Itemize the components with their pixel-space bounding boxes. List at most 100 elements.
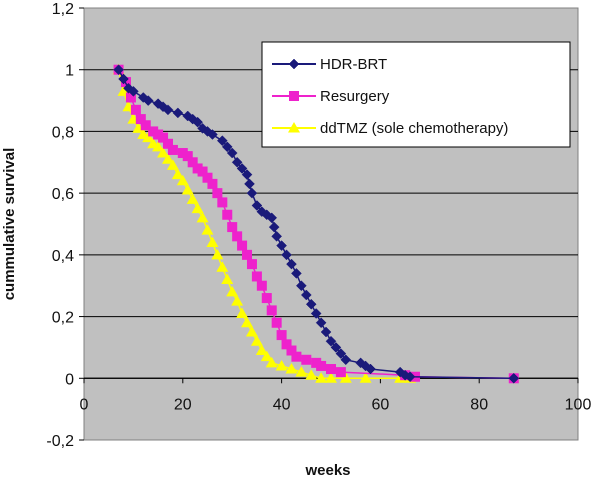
- data-point: [171, 168, 184, 180]
- data-point: [241, 169, 253, 180]
- data-point: [142, 95, 154, 106]
- data-point: [301, 354, 312, 365]
- data-point: [246, 259, 257, 270]
- data-point: [276, 330, 287, 341]
- data-point: [251, 200, 263, 211]
- data-point: [300, 289, 312, 301]
- x-tick-labels: 0 20 40 60 80 100: [80, 396, 592, 413]
- data-point: [340, 354, 352, 366]
- data-point: [236, 163, 248, 174]
- data-point: [158, 132, 169, 143]
- data-point: [276, 240, 287, 251]
- data-point: [325, 335, 337, 347]
- data-point: [211, 248, 224, 260]
- data-point: [256, 280, 267, 291]
- data-point: [305, 369, 318, 380]
- data-point: [152, 140, 165, 152]
- data-point: [162, 104, 174, 116]
- data-point: [315, 372, 328, 383]
- data-point: [251, 271, 262, 282]
- data-point: [227, 222, 238, 233]
- x-tick-label: 60: [372, 396, 390, 413]
- data-point: [271, 230, 283, 242]
- data-point: [135, 114, 146, 125]
- data-point: [187, 157, 198, 168]
- data-point: [232, 231, 243, 242]
- data-point: [161, 153, 174, 164]
- data-point: [330, 342, 342, 353]
- data-point: [118, 73, 129, 85]
- data-point: [231, 295, 244, 306]
- data-point: [128, 85, 139, 97]
- data-point: [241, 316, 254, 328]
- x-tick-label: 100: [565, 396, 592, 413]
- data-point: [260, 350, 273, 362]
- data-point: [261, 293, 272, 304]
- data-point: [182, 151, 193, 162]
- data-point: [335, 367, 346, 378]
- data-point: [212, 188, 223, 199]
- data-point: [216, 261, 229, 272]
- data-point: [296, 280, 307, 292]
- data-point: [291, 351, 302, 362]
- data-point: [201, 224, 214, 235]
- data-point: [167, 144, 178, 155]
- data-point: [186, 193, 199, 204]
- legend-label: Resurgery: [320, 88, 390, 105]
- data-point: [275, 359, 288, 371]
- data-point: [359, 372, 372, 383]
- y-tick-label: 0: [65, 371, 74, 388]
- data-point: [315, 317, 327, 329]
- data-point: [326, 364, 336, 375]
- y-tick-label: 0,6: [52, 186, 74, 203]
- legend-marker: [289, 91, 299, 101]
- data-point: [140, 120, 151, 131]
- data-point: [217, 197, 228, 208]
- series-group: [112, 63, 520, 384]
- data-point: [365, 363, 376, 375]
- legend-label: ddTMZ (sole chemotherapy): [320, 120, 508, 137]
- data-point: [172, 107, 184, 119]
- x-axis-title: weeks: [304, 462, 350, 479]
- data-point: [266, 212, 278, 224]
- x-tick-label: 80: [470, 396, 488, 413]
- data-point: [142, 131, 155, 143]
- data-point: [197, 166, 208, 177]
- data-point: [196, 211, 209, 223]
- series-hdr-brt: [113, 64, 520, 384]
- data-point: [286, 258, 297, 270]
- data-point: [250, 335, 263, 346]
- data-point: [207, 129, 218, 140]
- data-point: [242, 249, 253, 260]
- legend-marker: [288, 58, 300, 70]
- data-point: [226, 285, 239, 297]
- data-point: [265, 356, 278, 368]
- data-point: [268, 221, 280, 233]
- data-point: [246, 187, 258, 199]
- y-tick-label: 0,2: [52, 310, 74, 327]
- data-point: [339, 372, 352, 383]
- data-point: [316, 360, 327, 371]
- data-point: [113, 64, 124, 76]
- data-point: [244, 178, 255, 190]
- data-point: [295, 366, 308, 377]
- x-tick-label: 40: [273, 396, 291, 413]
- y-tick-labels: -0,2 0 0,2 0,4 0,6 0,8 1 1,2: [46, 1, 74, 450]
- data-point: [266, 305, 277, 316]
- data-point: [125, 92, 136, 103]
- y-axis-title: cummulative survival: [1, 148, 18, 301]
- data-point: [202, 172, 213, 183]
- data-point: [325, 372, 337, 383]
- y-tick-label: -0,2: [46, 433, 74, 450]
- data-point: [255, 344, 268, 356]
- data-point: [291, 268, 302, 279]
- data-point: [508, 372, 520, 384]
- data-point: [281, 339, 292, 350]
- data-point: [404, 371, 416, 383]
- data-point: [310, 308, 322, 319]
- data-point: [286, 345, 297, 356]
- data-point: [320, 326, 332, 338]
- y-tick-label: 1,2: [52, 1, 74, 18]
- data-point: [236, 307, 249, 318]
